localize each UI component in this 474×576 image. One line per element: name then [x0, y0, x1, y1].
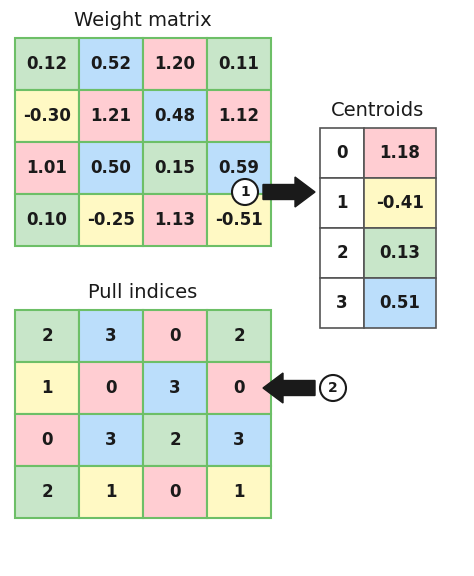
Bar	[79, 38, 143, 90]
Bar	[364, 278, 436, 328]
Text: 1.01: 1.01	[27, 159, 67, 177]
Bar	[207, 310, 271, 362]
Bar	[364, 228, 436, 278]
Text: 0: 0	[41, 431, 53, 449]
Bar	[143, 310, 207, 362]
Bar	[364, 178, 436, 228]
Text: 2: 2	[169, 431, 181, 449]
Bar	[207, 90, 271, 142]
Text: 3: 3	[105, 431, 117, 449]
Circle shape	[232, 179, 258, 205]
Text: Pull indices: Pull indices	[88, 283, 198, 302]
Text: 2: 2	[336, 244, 348, 262]
Text: 3: 3	[233, 431, 245, 449]
Text: 2: 2	[328, 381, 338, 395]
Text: -0.25: -0.25	[87, 211, 135, 229]
Bar	[207, 414, 271, 466]
Bar	[15, 90, 79, 142]
Bar	[207, 194, 271, 246]
Bar	[320, 128, 364, 178]
Text: Centroids: Centroids	[331, 101, 425, 120]
Text: -0.30: -0.30	[23, 107, 71, 125]
Bar	[79, 466, 143, 518]
Text: 0: 0	[105, 379, 117, 397]
Bar	[15, 142, 79, 194]
Bar	[79, 90, 143, 142]
Circle shape	[320, 375, 346, 401]
Bar	[207, 38, 271, 90]
Text: 0.51: 0.51	[380, 294, 420, 312]
Text: 3: 3	[105, 327, 117, 345]
Text: 1.21: 1.21	[91, 107, 131, 125]
Text: 0.13: 0.13	[380, 244, 420, 262]
Text: 1: 1	[240, 185, 250, 199]
FancyArrow shape	[263, 373, 315, 403]
Text: 0.52: 0.52	[91, 55, 131, 73]
Text: 2: 2	[41, 327, 53, 345]
Bar	[207, 142, 271, 194]
Text: -0.51: -0.51	[215, 211, 263, 229]
Text: 1: 1	[41, 379, 53, 397]
Bar	[320, 178, 364, 228]
Bar	[15, 310, 79, 362]
Bar	[15, 38, 79, 90]
Bar	[143, 90, 207, 142]
Bar	[364, 128, 436, 178]
Text: 2: 2	[233, 327, 245, 345]
Text: 0.50: 0.50	[91, 159, 131, 177]
Text: 1.13: 1.13	[155, 211, 195, 229]
Bar	[143, 362, 207, 414]
Bar	[79, 414, 143, 466]
Text: 1.12: 1.12	[219, 107, 259, 125]
Text: 0.10: 0.10	[27, 211, 67, 229]
Text: -0.41: -0.41	[376, 194, 424, 212]
Bar	[320, 228, 364, 278]
Text: 0.48: 0.48	[155, 107, 195, 125]
Bar	[79, 142, 143, 194]
Bar	[207, 466, 271, 518]
Bar	[79, 194, 143, 246]
Text: 1: 1	[105, 483, 117, 501]
Text: 0: 0	[169, 483, 181, 501]
Bar	[15, 362, 79, 414]
Bar	[143, 466, 207, 518]
Bar	[15, 466, 79, 518]
Text: 0.59: 0.59	[219, 159, 259, 177]
Text: Weight matrix: Weight matrix	[74, 11, 212, 30]
Text: 0: 0	[169, 327, 181, 345]
FancyArrow shape	[263, 177, 315, 207]
Text: 3: 3	[169, 379, 181, 397]
Text: 0.12: 0.12	[27, 55, 67, 73]
Text: 1: 1	[336, 194, 348, 212]
Text: 0: 0	[233, 379, 245, 397]
Bar	[79, 362, 143, 414]
Bar	[207, 362, 271, 414]
Bar	[15, 414, 79, 466]
Bar	[143, 414, 207, 466]
Bar	[79, 310, 143, 362]
Text: 1.18: 1.18	[380, 144, 420, 162]
Bar	[320, 278, 364, 328]
Text: 0.11: 0.11	[219, 55, 259, 73]
Bar	[15, 194, 79, 246]
Bar	[143, 194, 207, 246]
Text: 0.15: 0.15	[155, 159, 195, 177]
Text: 0: 0	[336, 144, 348, 162]
Text: 1.20: 1.20	[155, 55, 195, 73]
Text: 1: 1	[233, 483, 245, 501]
Text: 2: 2	[41, 483, 53, 501]
Text: 3: 3	[336, 294, 348, 312]
Bar	[143, 142, 207, 194]
Bar	[143, 38, 207, 90]
